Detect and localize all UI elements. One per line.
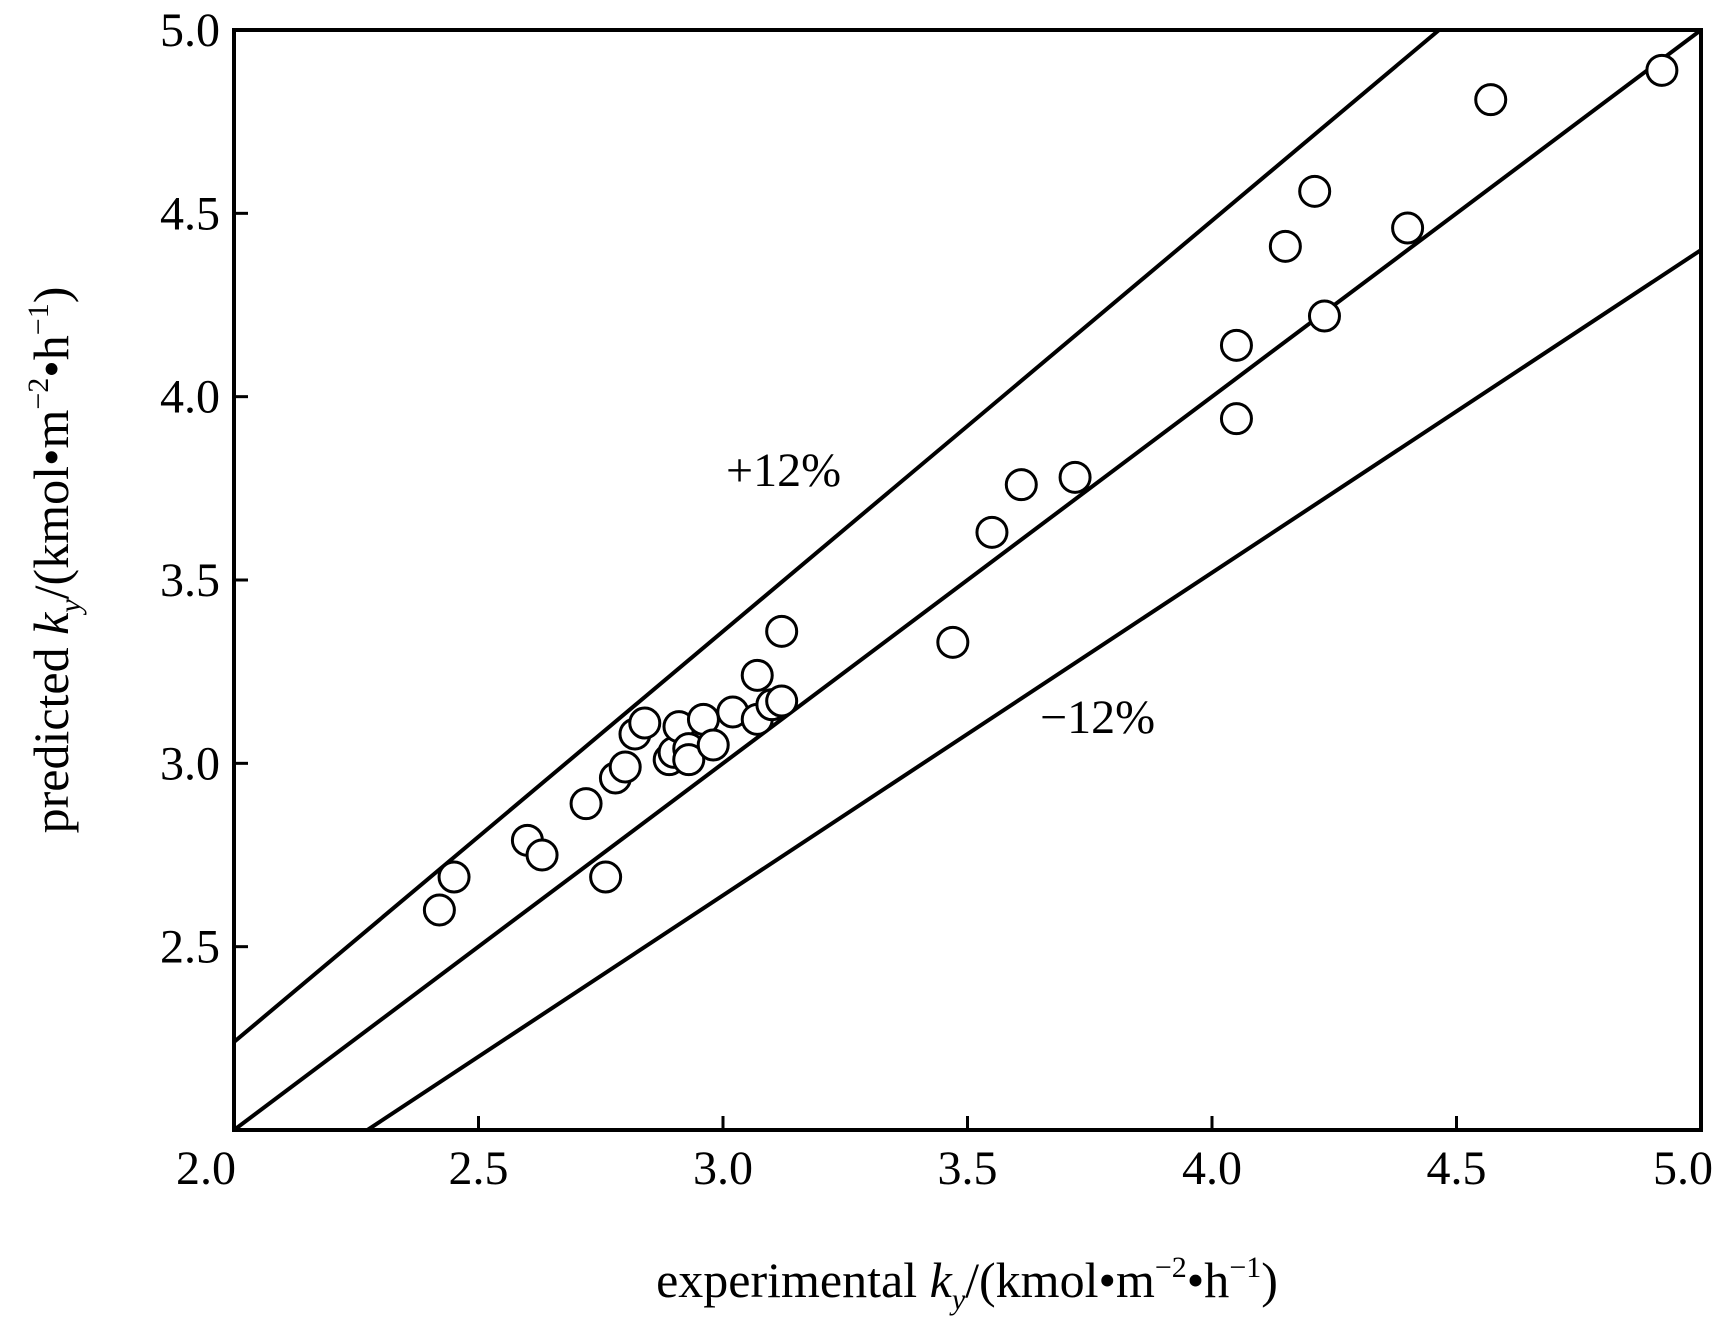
data-point <box>696 728 730 762</box>
y-tick-label: 2.5 <box>160 921 220 974</box>
x-tick-label: 2.5 <box>449 1142 509 1195</box>
data-point <box>1474 83 1508 117</box>
data-point <box>1058 460 1092 494</box>
x-tick-label: 4.5 <box>1427 1142 1487 1195</box>
data-point <box>1219 328 1253 362</box>
data-point <box>422 893 456 927</box>
x-title-unit-open: /(kmol•m <box>965 1252 1155 1308</box>
reference-line-parity <box>234 30 1701 1130</box>
x-tick-label: 4.0 <box>1182 1142 1242 1195</box>
x-axis-title: experimental ky/(kmol•m−2•h−1) <box>656 1251 1278 1316</box>
minus-12-percent-label: −12% <box>1040 691 1155 744</box>
x-title-exp1: −2 <box>1155 1251 1187 1284</box>
data-point <box>740 658 774 692</box>
data-point <box>569 787 603 821</box>
data-point <box>765 684 799 718</box>
y-tick-label: 4.5 <box>160 187 220 240</box>
data-point <box>1268 229 1302 263</box>
data-point <box>936 625 970 659</box>
x-tick-label: 5.0 <box>1653 1142 1713 1195</box>
x-title-prefix: experimental <box>656 1252 930 1308</box>
data-point <box>628 706 662 740</box>
x-tick-label: 3.5 <box>938 1142 998 1195</box>
x-title-sub: y <box>949 1283 966 1316</box>
data-points <box>422 53 1679 927</box>
x-tick-label: 2.0 <box>176 1142 236 1195</box>
y-title-exp2: −1 <box>22 303 55 335</box>
x-title-exp2: −1 <box>1229 1251 1261 1284</box>
x-tick-label: 3.0 <box>693 1142 753 1195</box>
x-axis: 2.0 2.5 3.0 3.5 4.0 4.5 5.0 <box>176 1116 1713 1195</box>
data-point <box>1219 402 1253 436</box>
y-tick-label: 5.0 <box>160 4 220 57</box>
data-point <box>1298 174 1332 208</box>
x-title-unit-close: ) <box>1261 1252 1278 1308</box>
reference-lines <box>234 30 1701 1130</box>
y-axis-title: predicted ky/(kmol•m−2•h−1) <box>22 287 87 834</box>
y-tick-label: 3.5 <box>160 554 220 607</box>
data-point <box>1391 211 1425 245</box>
plus-12-percent-label: +12% <box>726 444 841 497</box>
y-title-sub: y <box>54 599 87 616</box>
y-tick-label: 4.0 <box>160 371 220 424</box>
y-title-var: k <box>23 612 79 635</box>
reference-line-minus12 <box>363 248 1701 1130</box>
data-point <box>589 860 623 894</box>
data-point <box>608 750 642 784</box>
data-point <box>1307 299 1341 333</box>
y-axis: 2.5 3.0 3.5 4.0 4.5 5.0 <box>160 4 248 974</box>
data-point <box>437 860 471 894</box>
data-point <box>1004 468 1038 502</box>
y-title-exp1: −2 <box>22 378 55 410</box>
y-tick-label: 3.0 <box>160 737 220 790</box>
y-title-mid: •h <box>23 335 79 378</box>
data-point <box>672 743 706 777</box>
y-title-unit-open: /(kmol•m <box>23 410 79 600</box>
data-point <box>1645 53 1679 87</box>
y-title-unit-close: ) <box>23 287 79 304</box>
x-title-var: k <box>930 1252 953 1308</box>
reference-line-plus12 <box>234 30 1443 1044</box>
data-point <box>975 515 1009 549</box>
y-title-prefix: predicted <box>23 635 79 834</box>
x-title-mid: •h <box>1187 1252 1230 1308</box>
data-point <box>765 614 799 648</box>
data-point <box>525 838 559 872</box>
